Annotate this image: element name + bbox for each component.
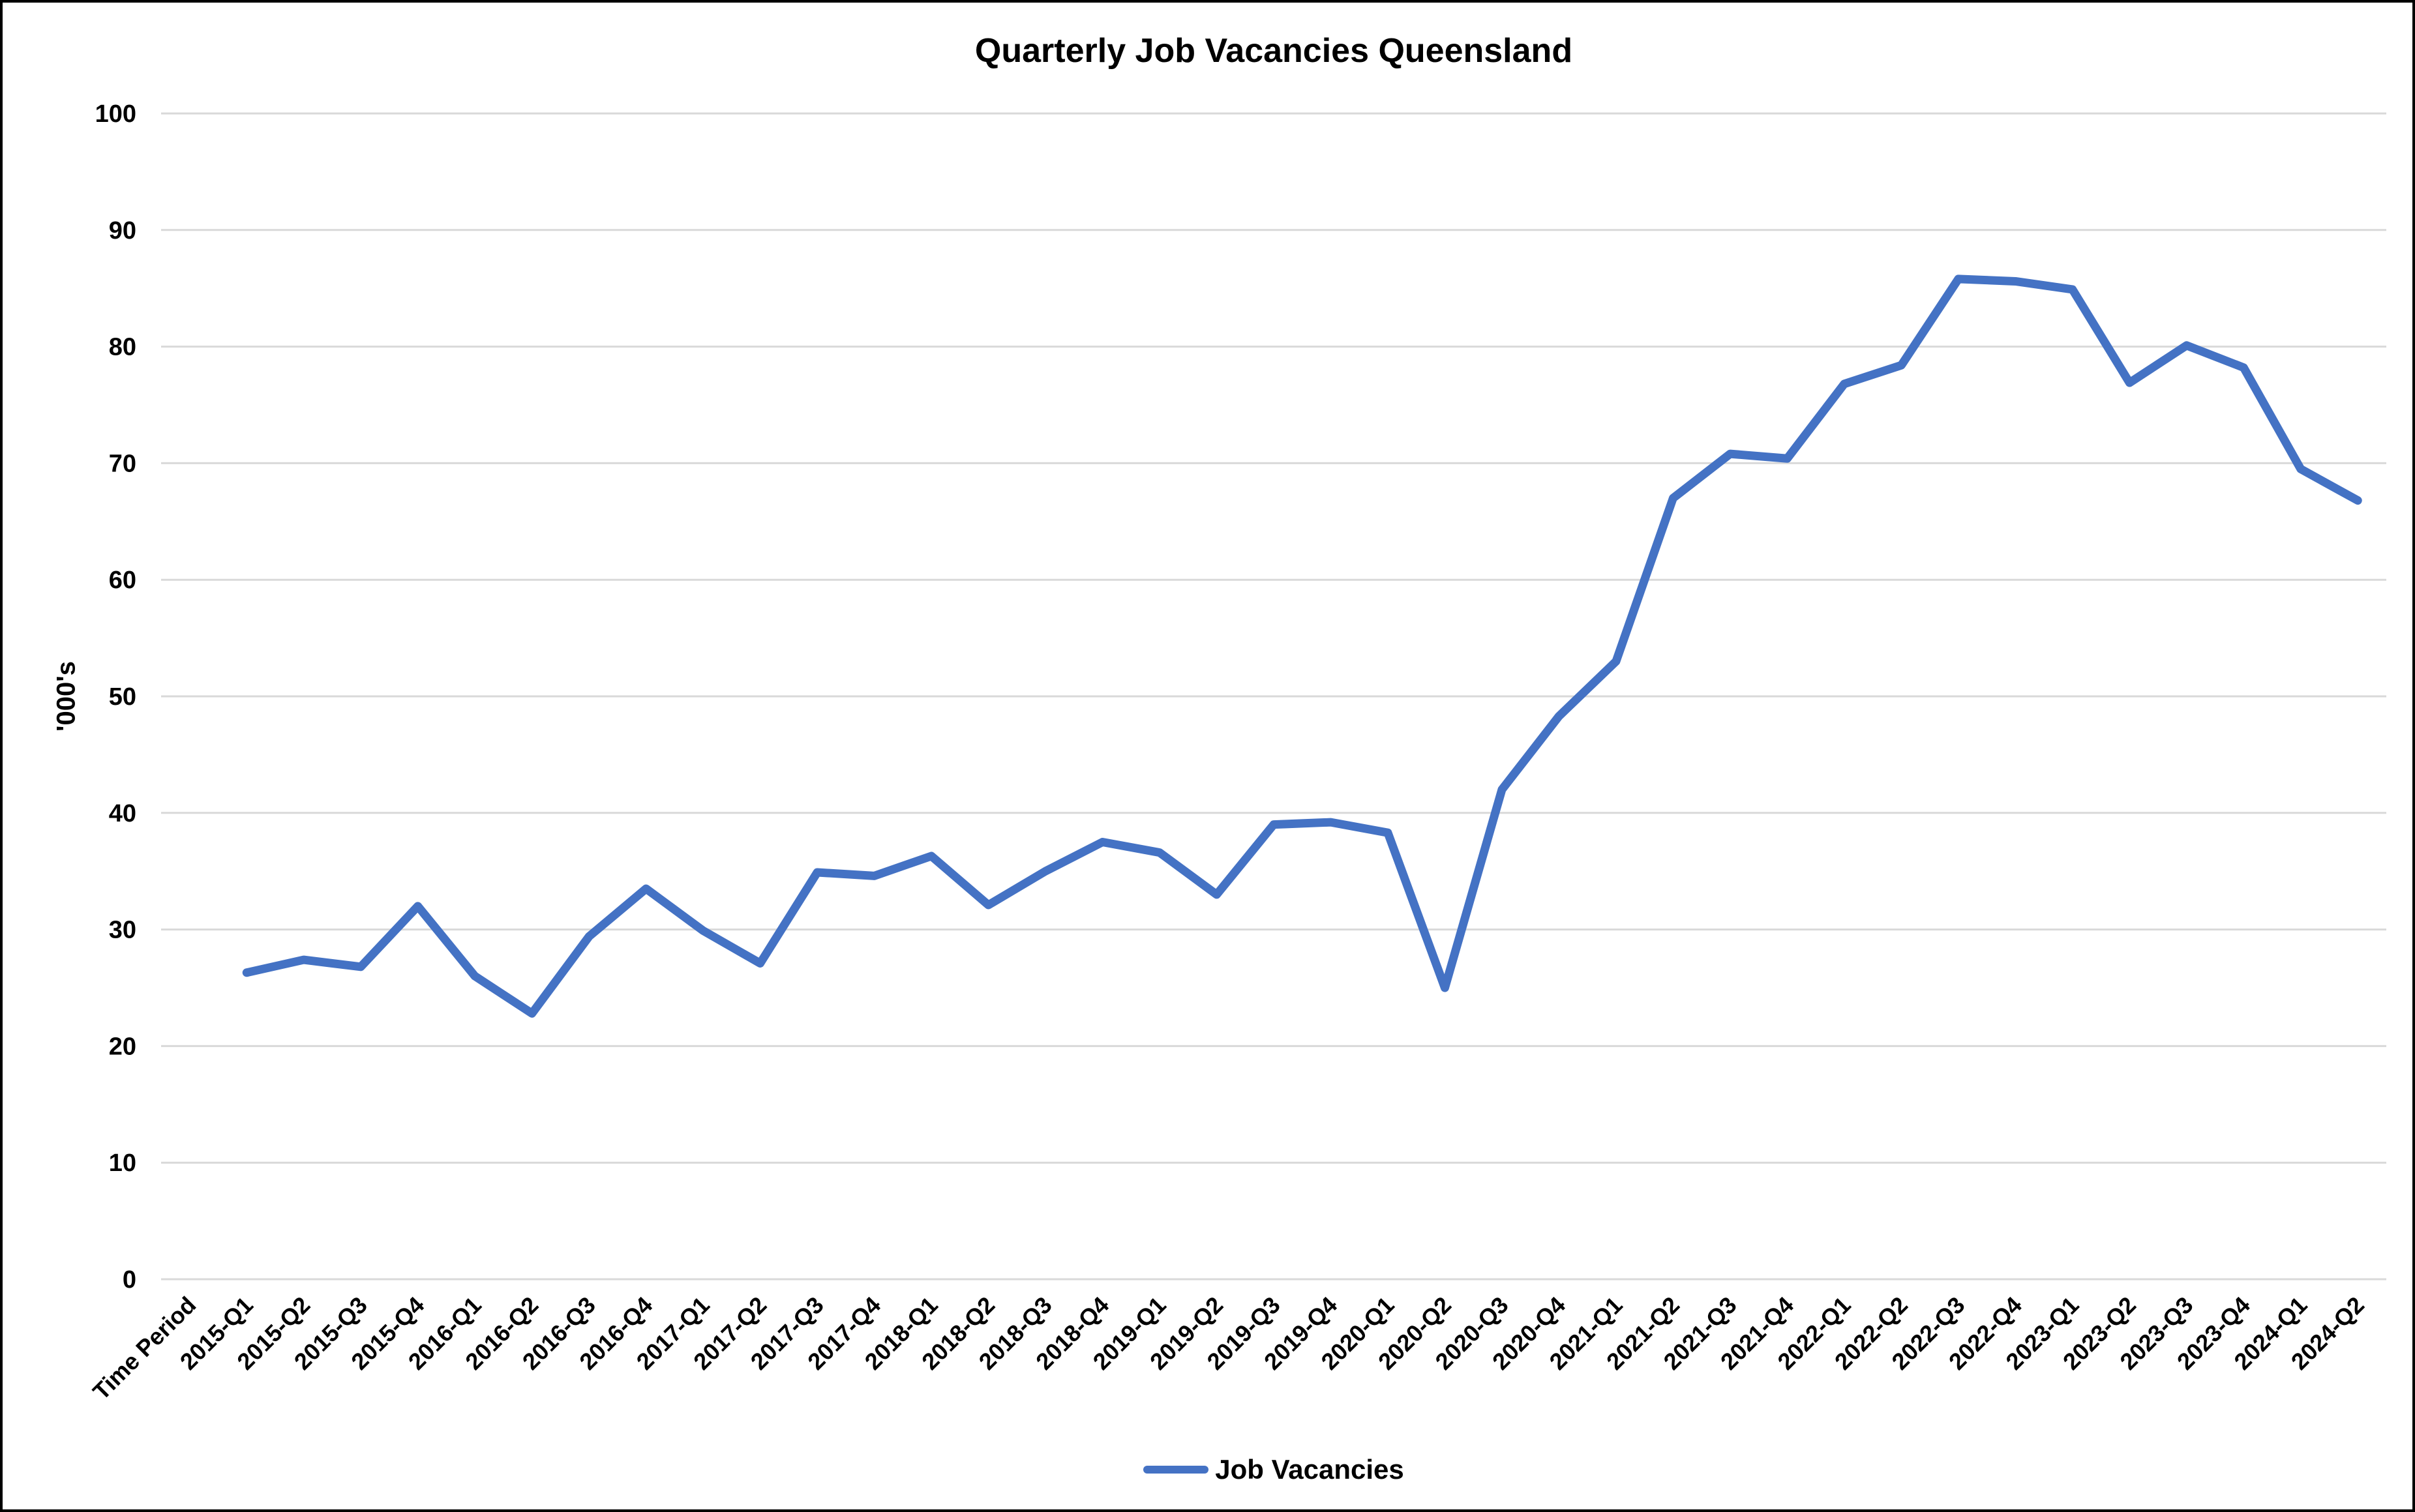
legend: Job Vacancies: [161, 1449, 2386, 1490]
series-line: [242, 274, 2362, 1018]
y-tick-label: 80: [109, 334, 136, 361]
y-tick-label: 60: [109, 567, 136, 594]
chart-title: Quarterly Job Vacancies Queensland: [974, 32, 1573, 70]
legend-line-marker: [1143, 1466, 1209, 1474]
y-tick-label: 70: [109, 450, 136, 477]
y-tick-label: 20: [109, 1033, 136, 1060]
legend-series-label: Job Vacancies: [1215, 1454, 1404, 1485]
y-tick-label: 0: [123, 1266, 136, 1294]
y-tick-label: 30: [109, 917, 136, 944]
y-tick-label: 90: [109, 217, 136, 245]
y-tick-label: 40: [109, 800, 136, 827]
y-tick-label: 10: [109, 1149, 136, 1177]
y-tick-label: 100: [95, 100, 136, 128]
y-tick-label: 50: [109, 683, 136, 711]
